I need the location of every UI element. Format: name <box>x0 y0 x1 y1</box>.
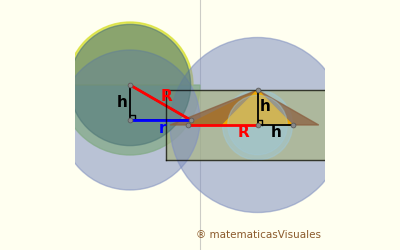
FancyBboxPatch shape <box>166 90 349 160</box>
Wedge shape <box>60 85 200 155</box>
Text: h: h <box>260 99 270 114</box>
Polygon shape <box>170 90 258 125</box>
Circle shape <box>60 50 200 190</box>
Polygon shape <box>188 90 292 125</box>
Circle shape <box>69 24 191 146</box>
Text: r: r <box>159 121 166 136</box>
Circle shape <box>228 95 287 155</box>
Text: h: h <box>117 95 128 110</box>
Circle shape <box>170 38 345 212</box>
Polygon shape <box>258 90 319 125</box>
Text: ® matematicasVisuales: ® matematicasVisuales <box>196 230 321 240</box>
Text: R: R <box>161 89 172 104</box>
Polygon shape <box>222 90 292 125</box>
Wedge shape <box>67 22 193 85</box>
Circle shape <box>222 90 292 160</box>
Text: R: R <box>238 125 250 140</box>
Text: h: h <box>271 125 282 140</box>
